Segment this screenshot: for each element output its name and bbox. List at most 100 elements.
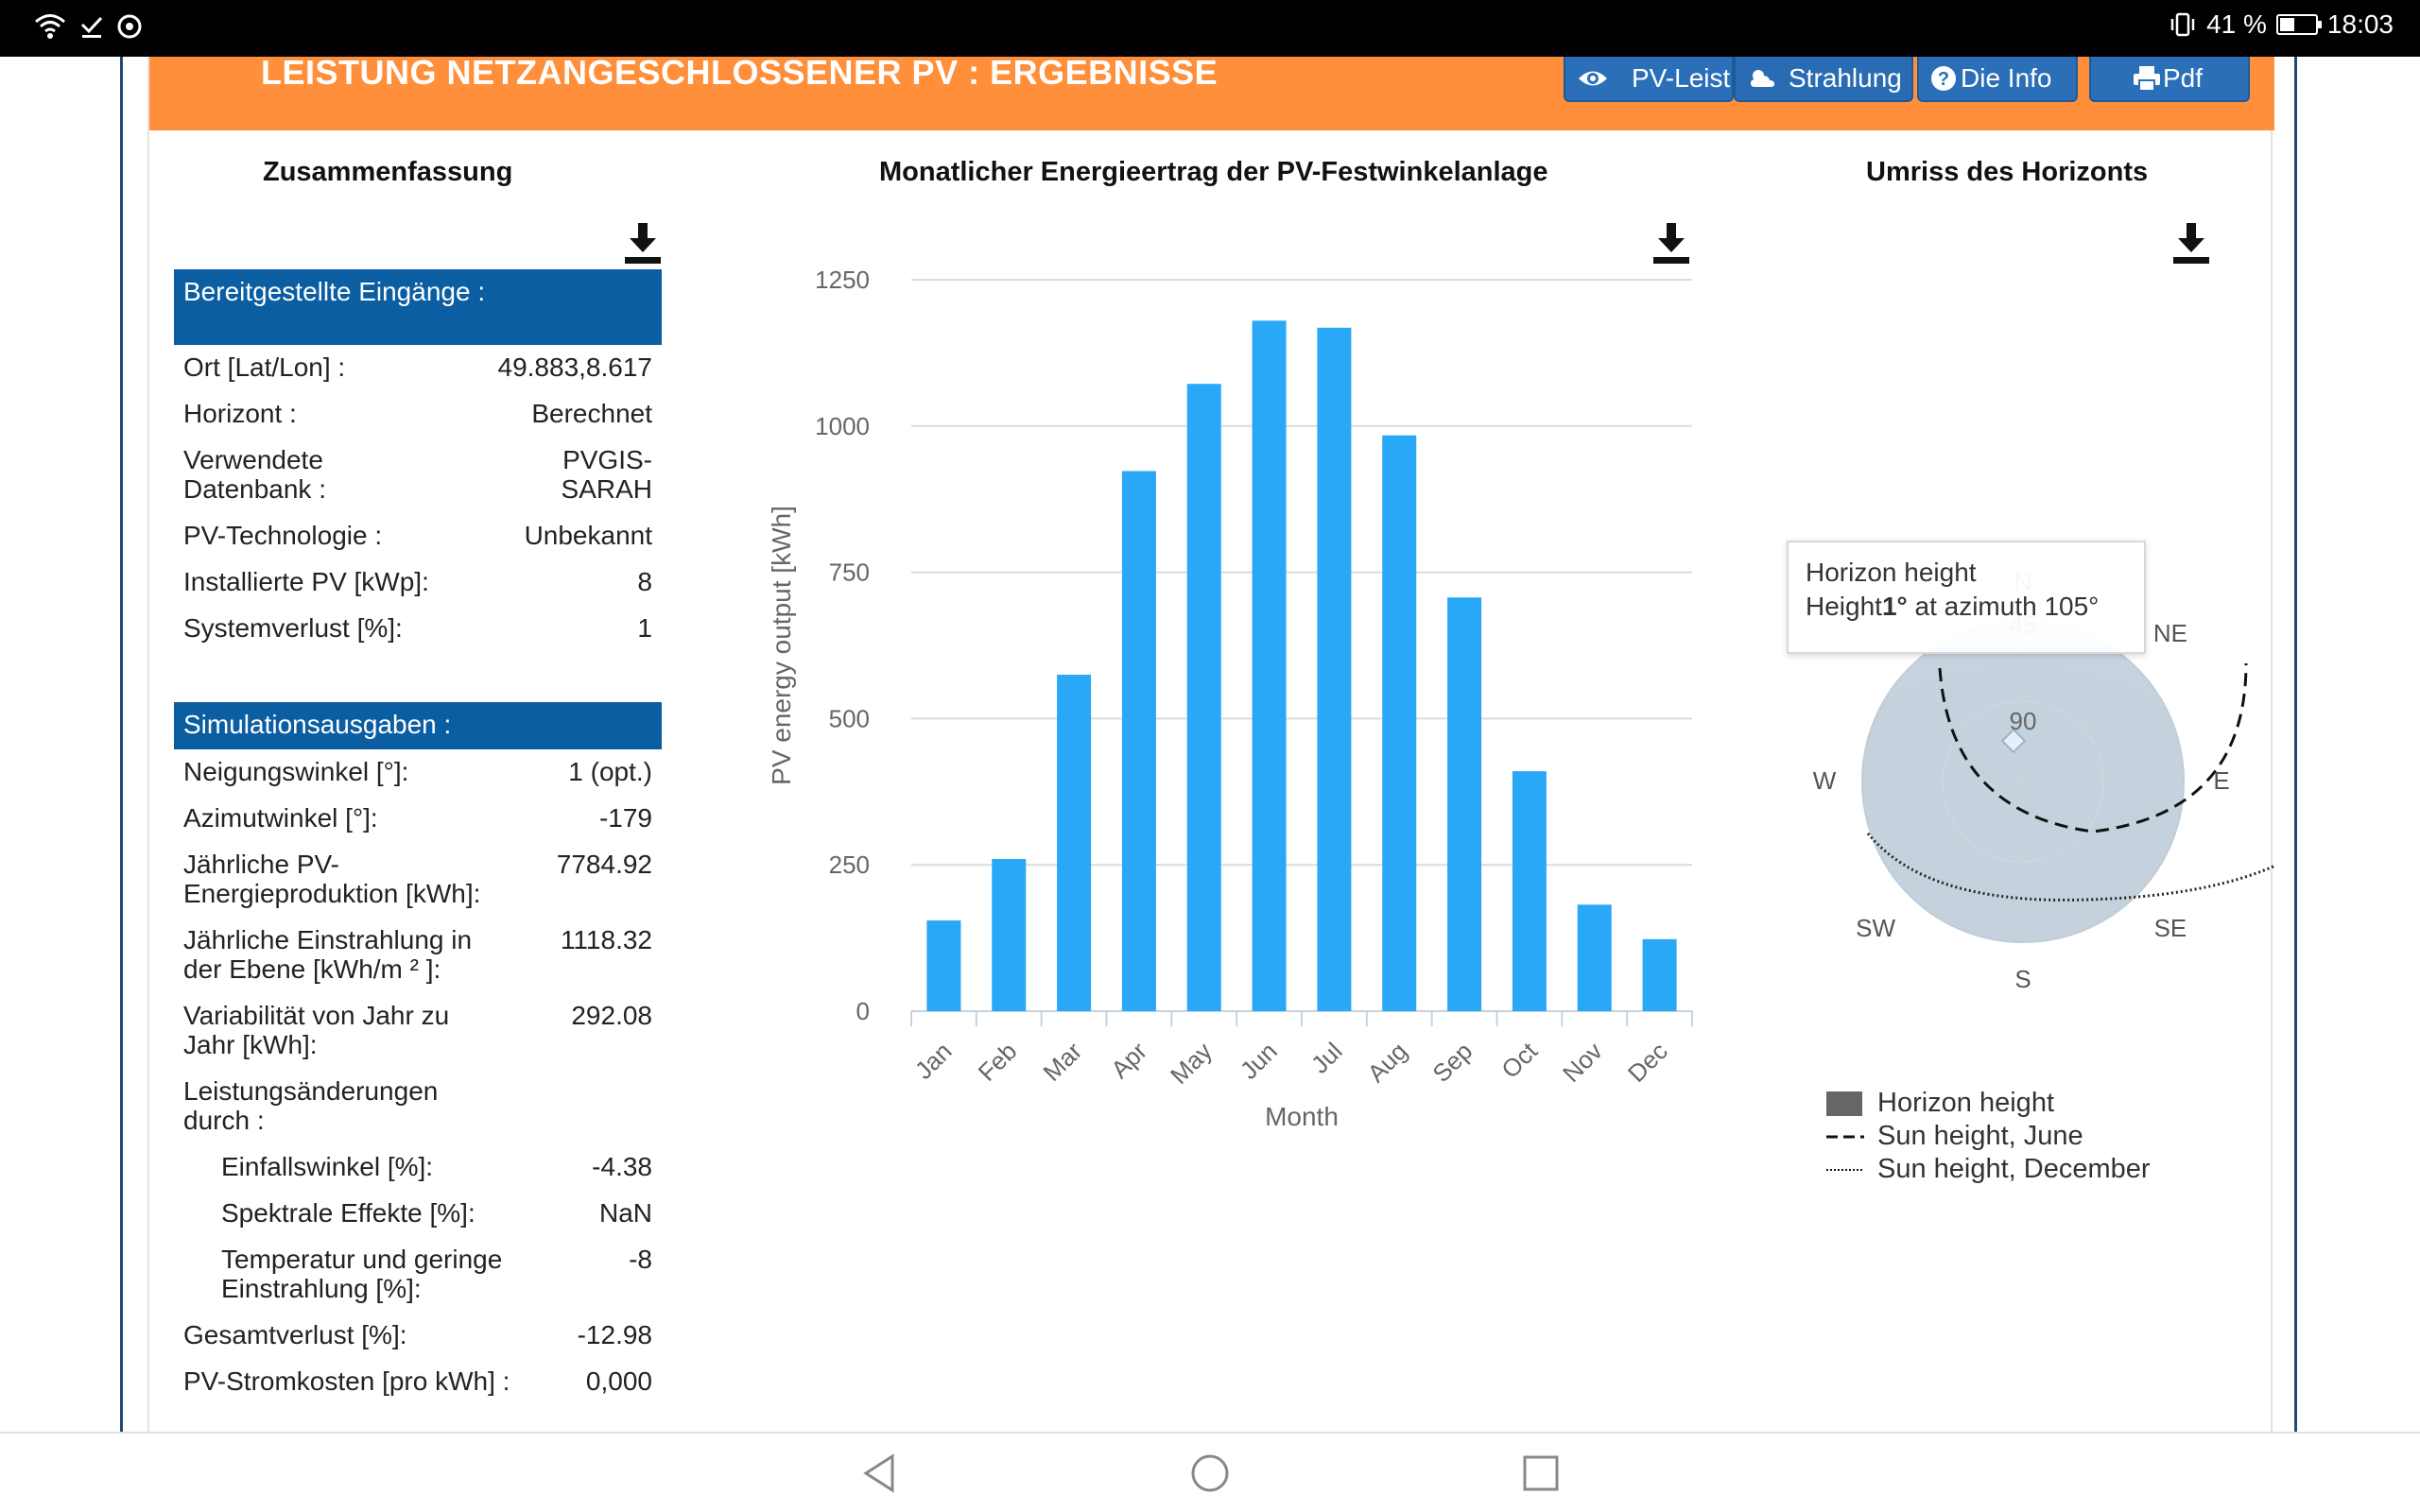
- total-row: PV-Stromkosten [pro kWh] : 0,000: [174, 1366, 662, 1413]
- recents-icon[interactable]: [1522, 1454, 1560, 1492]
- bar-oct: [1512, 771, 1547, 1011]
- polar-direction-label: SE: [2153, 913, 2187, 942]
- inputs-heading: Bereitgestellte Eingänge :: [174, 269, 662, 345]
- pv-leistung-button[interactable]: PV-Leistung: [1564, 57, 1734, 102]
- legend-item-sun-june[interactable]: Sun height, June: [1826, 1120, 2151, 1153]
- input-value: 49.883,8.617: [497, 352, 653, 382]
- change-label: Einfallswinkel [%]:: [221, 1152, 434, 1181]
- legend-swatch: [1826, 1091, 1864, 1116]
- weather-icon: [1747, 66, 1779, 91]
- legend-item-sun-december[interactable]: Sun height, December: [1826, 1153, 2151, 1186]
- bar-may: [1186, 384, 1221, 1011]
- svg-text:?: ?: [1938, 69, 1949, 90]
- x-tick-label: Sep: [1426, 1037, 1478, 1088]
- change-row: Spektrale Effekte [%]: NaN: [174, 1198, 662, 1245]
- pv-leistung-label: PV-Leistung: [1632, 63, 1732, 93]
- bar-aug: [1382, 435, 1417, 1011]
- change-value: -4.38: [592, 1152, 652, 1181]
- input-label: Horizont :: [183, 399, 297, 428]
- input-label: PV-Technologie :: [183, 521, 383, 550]
- bar-jun: [1252, 320, 1287, 1011]
- status-icons-right: 41 % 18:03: [2169, 9, 2394, 40]
- input-label: Verwendete Datenbank :: [183, 445, 326, 504]
- x-tick-label: Jan: [909, 1037, 958, 1085]
- eye-icon: [1577, 68, 1609, 89]
- change-label: Spektrale Effekte [%]:: [221, 1198, 475, 1228]
- battery-percent: 41 %: [2206, 9, 2267, 39]
- output-label: Neigungswinkel [°]:: [183, 757, 409, 786]
- pdf-button[interactable]: Pdf: [2089, 57, 2250, 102]
- y-tick-label: 0: [856, 997, 870, 1025]
- input-row: Verwendete Datenbank : PVGIS-SARAH: [174, 445, 662, 521]
- x-tick-label: Apr: [1105, 1037, 1152, 1084]
- horizon-chart-download-icon[interactable]: [2170, 221, 2212, 266]
- horizon-chart-title: Umriss des Horizonts: [1866, 157, 2149, 187]
- polar-spoke: [1909, 781, 2024, 896]
- input-row: Systemverlust [%]: 1: [174, 613, 662, 660]
- outputs-heading: Simulationsausgaben :: [174, 702, 662, 749]
- x-tick-label: May: [1165, 1037, 1218, 1090]
- y-tick-label: 250: [829, 850, 870, 879]
- x-tick-label: Jun: [1235, 1037, 1283, 1085]
- horizon-legend: Horizon height Sun height, June Sun heig…: [1826, 1087, 2151, 1186]
- page-border-left: [120, 57, 123, 1432]
- tooltip-body: Height1° at azimuth 105°: [1806, 590, 2127, 624]
- input-row: PV-Technologie : Unbekannt: [174, 521, 662, 567]
- output-value: 7784.92: [556, 850, 652, 879]
- polar-direction-label: S: [2014, 965, 2031, 993]
- y-tick-label: 750: [829, 558, 870, 587]
- change-row: Temperatur und geringe Einstrahlung [%]:…: [174, 1245, 662, 1320]
- monthly-chart-download-icon[interactable]: [1651, 221, 1692, 266]
- input-row: Ort [Lat/Lon] : 49.883,8.617: [174, 352, 662, 399]
- summary-download-icon[interactable]: [622, 221, 664, 266]
- x-axis-title: Month: [1265, 1102, 1339, 1131]
- bar-mar: [1057, 674, 1092, 1011]
- output-value: 292.08: [571, 1001, 652, 1030]
- battery-icon: [2275, 14, 2322, 35]
- info-button[interactable]: ? Die Info: [1917, 57, 2078, 102]
- strahlung-button[interactable]: Strahlung: [1734, 57, 1913, 102]
- polar-radial-label: 90: [2009, 707, 2037, 735]
- polar-direction-label: W: [1812, 766, 1837, 795]
- input-value: PVGIS-SARAH: [561, 445, 652, 504]
- output-value: 1 (opt.): [568, 757, 652, 786]
- horizon-tooltip: Horizon height Height1° at azimuth 105°: [1787, 541, 2146, 654]
- back-icon[interactable]: [860, 1452, 898, 1494]
- vibrate-icon: [2170, 12, 2195, 37]
- input-label: Systemverlust [%]:: [183, 613, 403, 643]
- output-label: Variabilität von Jahr zu Jahr [kWh]:: [183, 1001, 450, 1059]
- y-tick-label: 1250: [815, 266, 870, 294]
- results-header: LEISTUNG NETZANGESCHLOSSENER PV : ERGEBN…: [149, 56, 2274, 130]
- changes-label: Leistungsänderungen durch :: [183, 1076, 439, 1135]
- legend-item-horizon-height[interactable]: Horizon height: [1826, 1087, 2151, 1120]
- polar-spokes: [1862, 621, 2184, 942]
- bar-dec: [1642, 938, 1677, 1011]
- polar-direction-label: NE: [2152, 619, 2187, 648]
- summary-title: Zusammenfassung: [263, 157, 513, 187]
- total-value: -12.98: [577, 1320, 652, 1349]
- status-bar: 41 % 18:03: [0, 0, 2420, 57]
- bar-sep: [1447, 597, 1482, 1011]
- change-row: Einfallswinkel [%]: -4.38: [174, 1152, 662, 1198]
- bar-jul: [1317, 327, 1352, 1011]
- input-row: Installierte PV [kWp]: 8: [174, 567, 662, 613]
- x-tick-label: Dec: [1622, 1037, 1673, 1088]
- battery-level: [2279, 18, 2294, 31]
- x-tick-label: Nov: [1557, 1037, 1608, 1088]
- sun-height-december-curve: [1866, 833, 2274, 902]
- polar-direction-label: SW: [1856, 913, 1896, 942]
- bar-apr: [1121, 471, 1156, 1011]
- changes-label-row: Leistungsänderungen durch :: [174, 1076, 662, 1152]
- legend-dotted-line: [1826, 1167, 1864, 1173]
- bar-jan: [926, 920, 961, 1011]
- change-value: NaN: [598, 1198, 652, 1228]
- output-label: Azimutwinkel [°]:: [183, 803, 378, 833]
- x-tick-label: Oct: [1495, 1036, 1543, 1083]
- change-label: Temperatur und geringe Einstrahlung [%]:: [221, 1245, 503, 1303]
- x-tick-label: Aug: [1362, 1037, 1413, 1088]
- home-icon[interactable]: [1189, 1452, 1231, 1494]
- output-row: Variabilität von Jahr zu Jahr [kWh]: 292.…: [174, 1001, 662, 1076]
- printer-icon: [2133, 65, 2161, 92]
- change-value: -8: [629, 1245, 652, 1274]
- info-label: Die Info: [1961, 63, 2052, 93]
